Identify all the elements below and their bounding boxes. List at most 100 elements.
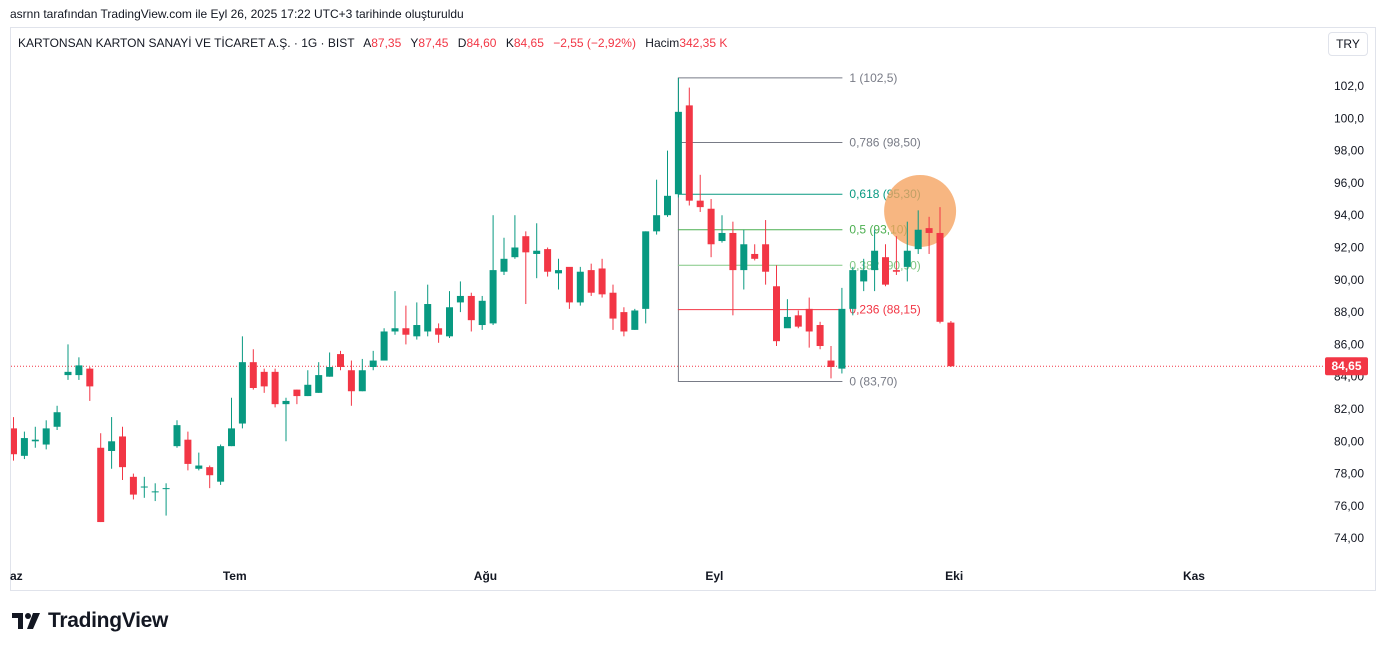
candle[interactable] (31, 426, 39, 448)
candle[interactable] (435, 323, 443, 343)
candle[interactable] (217, 444, 225, 485)
candle[interactable] (20, 431, 28, 460)
candle[interactable] (794, 310, 802, 329)
currency-button[interactable]: TRY (1328, 32, 1368, 56)
candle[interactable] (293, 389, 301, 405)
candle[interactable] (773, 265, 780, 347)
candle[interactable] (315, 362, 323, 393)
candle[interactable] (925, 216, 933, 254)
candle[interactable] (936, 207, 944, 324)
candle[interactable] (707, 199, 715, 258)
candle[interactable] (380, 328, 388, 361)
candle[interactable] (195, 452, 203, 471)
candle[interactable] (282, 397, 290, 442)
candle[interactable] (64, 344, 72, 380)
candle[interactable] (609, 284, 617, 330)
candle[interactable] (664, 150, 671, 217)
candle[interactable] (86, 367, 94, 401)
candle[interactable] (816, 321, 824, 350)
candle[interactable] (75, 357, 83, 380)
candle[interactable] (119, 426, 126, 481)
candle-body (762, 244, 770, 272)
candle[interactable] (653, 179, 661, 235)
candle[interactable] (489, 215, 497, 326)
candle-body (184, 439, 192, 464)
candle[interactable] (576, 266, 584, 306)
candle[interactable] (642, 231, 650, 324)
candle[interactable] (402, 305, 410, 345)
candle[interactable] (424, 284, 432, 337)
candle-body (511, 247, 519, 258)
candle[interactable] (762, 220, 770, 285)
candle[interactable] (478, 295, 486, 330)
candle[interactable] (882, 244, 889, 287)
candle[interactable] (108, 417, 116, 469)
candle[interactable] (500, 237, 508, 275)
candle[interactable] (326, 352, 334, 377)
candle[interactable] (903, 221, 911, 282)
candle[interactable] (391, 291, 399, 335)
candle-body (173, 425, 181, 447)
candle[interactable] (522, 231, 530, 305)
candle[interactable] (271, 368, 279, 408)
candle[interactable] (827, 346, 835, 379)
candle[interactable] (304, 370, 312, 397)
candle[interactable] (337, 350, 344, 371)
symbol-name[interactable]: KARTONSAN KARTON SANAYİ VE TİCARET A.Ş. … (18, 36, 355, 50)
candle[interactable] (860, 258, 868, 292)
candle[interactable] (587, 263, 595, 296)
candle[interactable] (533, 223, 541, 279)
candle[interactable] (358, 358, 366, 392)
candle[interactable] (892, 236, 900, 275)
candle[interactable] (718, 215, 726, 243)
candle[interactable] (42, 420, 50, 450)
candle[interactable] (598, 258, 606, 298)
candle[interactable] (228, 397, 235, 447)
candle[interactable] (97, 433, 105, 523)
candle[interactable] (685, 87, 693, 206)
candle[interactable] (511, 215, 519, 259)
candle[interactable] (53, 405, 61, 430)
candle[interactable] (838, 287, 846, 374)
candle[interactable] (173, 420, 181, 448)
candle[interactable] (206, 465, 214, 489)
candle[interactable] (674, 77, 682, 198)
candle[interactable] (249, 349, 257, 390)
candle[interactable] (162, 483, 170, 516)
candle[interactable] (729, 221, 737, 316)
candle[interactable] (369, 350, 377, 371)
candle[interactable] (140, 476, 148, 498)
candle[interactable] (129, 473, 137, 500)
candle[interactable] (456, 281, 464, 313)
candle[interactable] (914, 210, 922, 254)
candle[interactable] (751, 244, 759, 261)
candle-body (249, 362, 257, 389)
candle[interactable] (620, 307, 628, 337)
y-tick-label: 90,00 (1334, 273, 1364, 287)
candle[interactable] (740, 229, 748, 290)
candle[interactable] (696, 174, 704, 212)
candle[interactable] (260, 368, 268, 393)
candle[interactable] (446, 291, 453, 338)
candle[interactable] (238, 336, 246, 429)
candle[interactable] (805, 297, 813, 348)
highlight-marker[interactable] (884, 174, 957, 247)
candle[interactable] (544, 247, 552, 277)
candle-body (97, 447, 105, 523)
candle[interactable] (565, 266, 573, 309)
candle[interactable] (555, 258, 562, 290)
candle[interactable] (413, 302, 421, 340)
tradingview-logo[interactable]: TradingView (12, 609, 168, 633)
candle[interactable] (347, 360, 355, 406)
candle[interactable] (10, 417, 17, 461)
candle[interactable] (151, 483, 159, 502)
candle[interactable] (947, 320, 955, 368)
y-tick-label: 78,00 (1334, 467, 1364, 481)
candle[interactable] (783, 299, 791, 329)
candle[interactable] (631, 308, 639, 330)
candle[interactable] (871, 229, 879, 292)
candle[interactable] (849, 266, 857, 316)
candle[interactable] (467, 292, 475, 332)
candle[interactable] (184, 431, 192, 471)
